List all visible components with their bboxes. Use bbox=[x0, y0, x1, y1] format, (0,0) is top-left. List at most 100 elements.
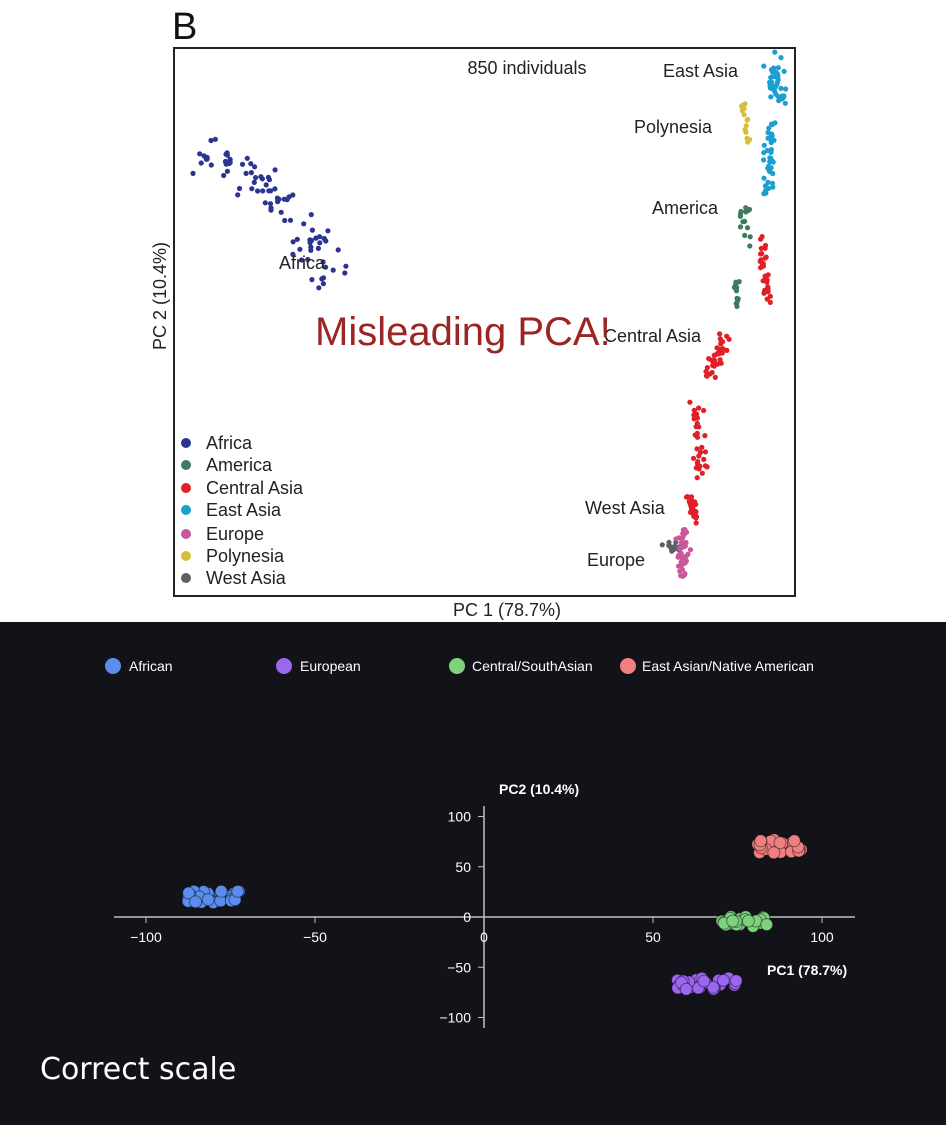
point-africa bbox=[244, 155, 250, 161]
legend-label-africa: Africa bbox=[206, 433, 253, 453]
point-central-asia bbox=[701, 456, 707, 462]
point-africa bbox=[317, 234, 323, 240]
point-africa bbox=[308, 212, 314, 218]
point-east-asia bbox=[769, 122, 775, 128]
point-central-asia bbox=[712, 374, 718, 380]
point-africa bbox=[299, 257, 305, 263]
legend-marker-east-asia bbox=[181, 505, 191, 515]
annotation-africa: Africa bbox=[279, 253, 326, 273]
point-central-asia bbox=[694, 460, 701, 466]
point-europe bbox=[683, 539, 689, 546]
point-america bbox=[737, 213, 744, 219]
point-african bbox=[201, 893, 215, 907]
point-central-asia bbox=[719, 350, 725, 356]
point-central-asia bbox=[707, 371, 713, 377]
point-africa bbox=[268, 207, 274, 213]
panel-letter: B bbox=[172, 6, 198, 48]
point-africa bbox=[274, 195, 280, 201]
point-africa bbox=[301, 221, 307, 227]
y-axis-label: PC 2 (10.4%) bbox=[150, 242, 170, 350]
point-africa bbox=[239, 161, 246, 167]
legend-marker-east-asian-native-american bbox=[620, 658, 636, 674]
point-polynesia bbox=[747, 137, 753, 143]
point-africa bbox=[203, 156, 209, 162]
legend-label-central-south-asian: Central/SouthAsian bbox=[472, 658, 593, 674]
point-central-asia bbox=[704, 464, 710, 470]
point-european bbox=[729, 974, 743, 988]
point-america bbox=[735, 298, 741, 304]
point-africa bbox=[266, 177, 272, 183]
point-america bbox=[740, 219, 746, 225]
point-africa bbox=[320, 259, 326, 265]
point-polynesia bbox=[744, 117, 750, 123]
tick-layer: −100 −50 0 50 100 100 50 0 −50 −100 bbox=[130, 809, 834, 1026]
point-east-asia bbox=[765, 130, 771, 136]
point-central-asia bbox=[684, 494, 691, 500]
correct-scale-chart: African European Central/SouthAsian East… bbox=[105, 658, 855, 1028]
x-tick-label: 0 bbox=[480, 929, 488, 945]
point-africa bbox=[260, 188, 266, 194]
legend-label-america: America bbox=[206, 455, 273, 475]
point-africa bbox=[268, 188, 274, 194]
point-africa bbox=[208, 162, 214, 168]
legend-marker-america bbox=[181, 460, 191, 470]
point-east-asia bbox=[782, 100, 788, 106]
point-america bbox=[733, 279, 739, 285]
point-central-asia bbox=[699, 470, 705, 476]
point-africa bbox=[272, 186, 278, 192]
point-central-asia bbox=[758, 245, 764, 251]
x-tick-label: −50 bbox=[303, 929, 327, 945]
point-central-asia bbox=[687, 509, 694, 515]
point-africa bbox=[272, 167, 278, 173]
point-central-asia bbox=[767, 293, 773, 299]
y-tick-label: 0 bbox=[463, 909, 471, 925]
point-africa bbox=[243, 170, 249, 176]
point-central-southasian bbox=[760, 918, 774, 932]
y-axis-title: PC2 (10.4%) bbox=[499, 781, 579, 797]
annotation-america: America bbox=[652, 198, 719, 218]
point-central-asia bbox=[697, 449, 704, 455]
point-east-asia bbox=[783, 86, 789, 92]
point-central-asia bbox=[765, 286, 771, 292]
point-west-asia bbox=[659, 542, 665, 548]
point-east-asia bbox=[763, 190, 769, 196]
plot-frame bbox=[173, 47, 796, 597]
point-africa bbox=[309, 227, 315, 233]
point-europe bbox=[675, 554, 681, 560]
annotation-west-asia: West Asia bbox=[585, 498, 666, 518]
top-points-layer bbox=[190, 49, 789, 579]
point-central-asia bbox=[696, 405, 702, 411]
point-africa bbox=[227, 159, 233, 166]
point-central-asia bbox=[702, 433, 708, 439]
point-africa bbox=[248, 161, 254, 167]
point-east-asia bbox=[766, 163, 772, 169]
legend-marker-central-asia bbox=[181, 483, 191, 493]
point-europe bbox=[677, 568, 683, 574]
point-central-asia bbox=[724, 333, 730, 339]
point-africa bbox=[253, 175, 259, 181]
point-africa bbox=[294, 236, 300, 242]
point-europe bbox=[678, 559, 684, 565]
annotation-europe: Europe bbox=[587, 550, 645, 570]
x-axis-label: PC 1 (78.7%) bbox=[453, 600, 561, 620]
chart-title: 850 individuals bbox=[467, 58, 586, 78]
point-central-asia bbox=[693, 515, 699, 521]
point-east-asian-native-american bbox=[754, 834, 768, 848]
point-african bbox=[231, 884, 245, 898]
point-central-asia bbox=[693, 509, 699, 515]
point-central-asia bbox=[762, 245, 768, 251]
point-europe bbox=[678, 550, 684, 556]
point-africa bbox=[316, 285, 322, 291]
point-central-asia bbox=[714, 345, 720, 351]
point-polynesia bbox=[742, 101, 748, 107]
point-east-asia bbox=[771, 85, 777, 91]
legend-marker-european bbox=[276, 658, 292, 674]
legend-label-europe: Europe bbox=[206, 524, 264, 544]
point-east-asia bbox=[762, 183, 769, 189]
legend-label-polynesia: Polynesia bbox=[206, 546, 285, 566]
point-east-asian-native-american bbox=[767, 846, 781, 860]
point-east-asia bbox=[772, 49, 778, 55]
point-central-asia bbox=[693, 520, 699, 526]
point-east-asia bbox=[769, 69, 776, 75]
point-east-asia bbox=[768, 139, 774, 146]
